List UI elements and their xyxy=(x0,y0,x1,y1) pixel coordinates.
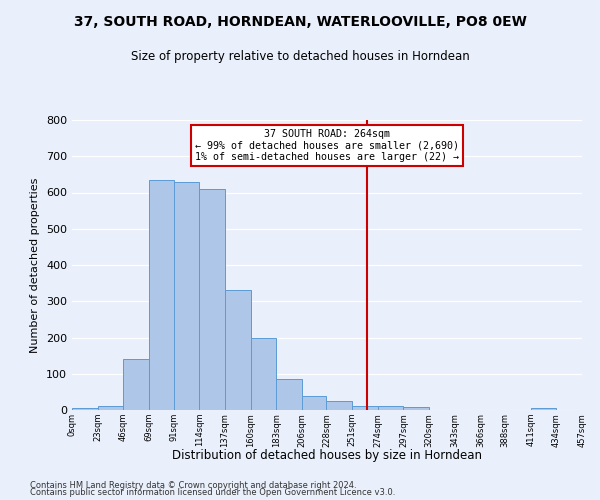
Bar xyxy=(98,406,124,410)
Bar xyxy=(124,359,149,410)
Text: 37 SOUTH ROAD: 264sqm
← 99% of detached houses are smaller (2,690)
1% of semi-de: 37 SOUTH ROAD: 264sqm ← 99% of detached … xyxy=(195,128,459,162)
Text: Contains public sector information licensed under the Open Government Licence v3: Contains public sector information licen… xyxy=(30,488,395,497)
Bar xyxy=(251,338,276,410)
Bar xyxy=(199,189,225,410)
Bar xyxy=(276,379,302,410)
Bar xyxy=(225,290,251,410)
Bar xyxy=(302,396,326,410)
Bar xyxy=(403,407,429,410)
Bar xyxy=(173,182,199,410)
Text: 37, SOUTH ROAD, HORNDEAN, WATERLOOVILLE, PO8 0EW: 37, SOUTH ROAD, HORNDEAN, WATERLOOVILLE,… xyxy=(74,15,526,29)
Text: Contains HM Land Registry data © Crown copyright and database right 2024.: Contains HM Land Registry data © Crown c… xyxy=(30,480,356,490)
Bar xyxy=(378,406,403,410)
Y-axis label: Number of detached properties: Number of detached properties xyxy=(31,178,40,352)
Bar xyxy=(72,408,98,410)
Text: Size of property relative to detached houses in Horndean: Size of property relative to detached ho… xyxy=(131,50,469,63)
Bar xyxy=(326,401,352,410)
Bar xyxy=(530,408,556,410)
Text: Distribution of detached houses by size in Horndean: Distribution of detached houses by size … xyxy=(172,448,482,462)
Bar xyxy=(149,180,173,410)
Bar xyxy=(352,406,378,410)
